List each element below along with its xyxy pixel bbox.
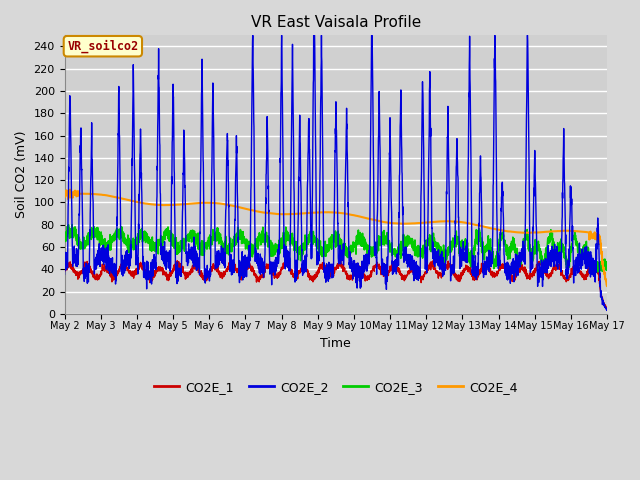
CO2E_3 [588,272,595,277]
Line: CO2E_4: CO2E_4 [65,190,607,286]
CO2E_2 [593,241,600,247]
CO2E_1 [61,268,68,274]
CO2E_4 [534,229,542,235]
CO2E_3 [269,243,276,249]
CO2E_2 [155,46,163,51]
Line: CO2E_3: CO2E_3 [65,225,607,275]
CO2E_3 [65,222,72,228]
CO2E_1 [604,305,611,311]
CO2E_2 [269,259,276,265]
Line: CO2E_2: CO2E_2 [65,36,607,310]
CO2E_1 [292,274,300,279]
CO2E_4 [155,202,163,208]
Y-axis label: Soil CO2 (mV): Soil CO2 (mV) [15,131,28,218]
CO2E_1 [593,264,600,270]
CO2E_1 [123,264,131,269]
Line: CO2E_1: CO2E_1 [65,260,607,308]
CO2E_4 [61,192,68,198]
CO2E_4 [269,211,276,216]
CO2E_2 [534,267,542,273]
X-axis label: Time: Time [321,337,351,350]
CO2E_3 [534,241,542,247]
CO2E_3 [593,262,601,267]
CO2E_2 [61,272,68,277]
CO2E_2 [604,307,611,313]
CO2E_2 [123,264,131,269]
CO2E_1 [269,270,276,276]
CO2E_4 [593,237,600,242]
CO2E_3 [604,264,611,270]
CO2E_2 [249,33,257,38]
CO2E_1 [155,268,163,274]
Text: VR_soilco2: VR_soilco2 [67,39,138,53]
CO2E_4 [67,187,74,192]
CO2E_3 [292,240,300,246]
CO2E_4 [604,283,611,289]
CO2E_1 [534,261,542,266]
CO2E_4 [292,211,300,216]
CO2E_4 [123,197,131,203]
CO2E_3 [155,241,163,247]
Legend: CO2E_1, CO2E_2, CO2E_3, CO2E_4: CO2E_1, CO2E_2, CO2E_3, CO2E_4 [149,376,523,399]
CO2E_4 [603,283,611,289]
CO2E_3 [61,239,68,245]
Title: VR East Vaisala Profile: VR East Vaisala Profile [251,15,421,30]
CO2E_2 [292,277,300,283]
CO2E_3 [123,240,131,246]
CO2E_1 [283,257,291,263]
